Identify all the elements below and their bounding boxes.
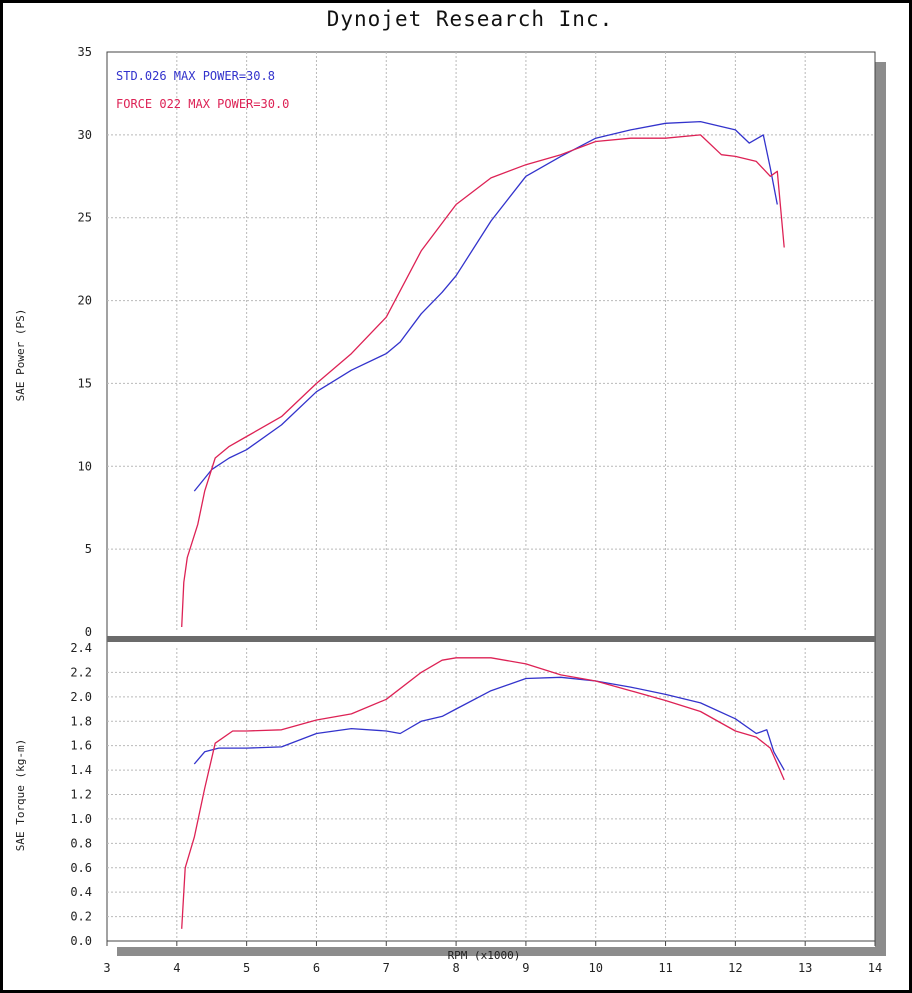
torque-y-tick-label: 1.4 <box>70 763 92 777</box>
torque-y-tick-label: 1.6 <box>70 739 92 753</box>
frame-shadow-bottom <box>117 947 886 956</box>
power-y-axis-label: SAE Power (PS) <box>14 309 27 402</box>
torque-y-tick-label: 0.8 <box>70 836 92 850</box>
torque-y-tick-label: 2.0 <box>70 690 92 704</box>
legend-entry-force: FORCE 022 MAX POWER=30.0 <box>116 97 289 111</box>
power-y-tick-label: 10 <box>78 459 92 473</box>
power-y-tick-label: 25 <box>78 211 92 225</box>
torque-series-std-026 <box>193 676 785 771</box>
power-y-tick-label: 30 <box>78 128 92 142</box>
x-tick-label: 13 <box>798 961 812 975</box>
torque-y-tick-label: 1.2 <box>70 788 92 802</box>
frame-shadow-right <box>875 62 886 947</box>
x-tick-label: 14 <box>868 961 882 975</box>
x-tick-label: 9 <box>522 961 529 975</box>
x-axis-label: RPM (x1000) <box>448 949 521 962</box>
x-tick-label: 8 <box>452 961 459 975</box>
power-y-tick-label: 20 <box>78 294 92 308</box>
torque-y-tick-label: 0.4 <box>70 885 92 899</box>
series-layer <box>181 120 785 929</box>
x-tick-label: 6 <box>313 961 320 975</box>
torque-y-tick-label: 0.0 <box>70 934 92 948</box>
torque-y-tick-label: 0.2 <box>70 910 92 924</box>
grid <box>107 52 875 941</box>
x-tick-label: 10 <box>589 961 603 975</box>
power-y-tick-label: 5 <box>85 542 92 556</box>
torque-series-force-022 <box>181 657 785 929</box>
power-y-tick-label: 35 <box>78 45 92 59</box>
torque-y-tick-label: 1.8 <box>70 714 92 728</box>
power-y-tick-label: 15 <box>78 376 92 390</box>
power-y-tick-label: 0 <box>85 625 92 639</box>
torque-y-axis-label: SAE Torque (kg-m) <box>14 739 27 852</box>
plot-frame <box>106 51 876 942</box>
torque-y-tick-label: 0.6 <box>70 861 92 875</box>
x-tick-label: 5 <box>243 961 250 975</box>
torque-y-tick-label: 2.2 <box>70 665 92 679</box>
torque-y-tick-label: 1.0 <box>70 812 92 826</box>
power-series-force-022 <box>181 134 785 628</box>
torque-y-tick-label: 2.4 <box>70 641 92 655</box>
tick-labels: 3 4 5 6 7 8 9 10 11 12 13 14 0 5 10 15 20 25 30 35 0.0 0.2 0.4… <box>70 45 882 975</box>
chart-title: Dynojet Research Inc. <box>327 7 614 31</box>
x-tick-label: 3 <box>103 961 110 975</box>
x-tick-label: 12 <box>728 961 742 975</box>
legend-entry-std: STD.026 MAX POWER=30.8 <box>116 69 275 83</box>
x-tick-label: 4 <box>173 961 180 975</box>
panel-divider <box>107 636 875 642</box>
power-series-std-026 <box>193 120 778 492</box>
x-tick-label: 11 <box>658 961 672 975</box>
x-tick-label: 7 <box>383 961 390 975</box>
